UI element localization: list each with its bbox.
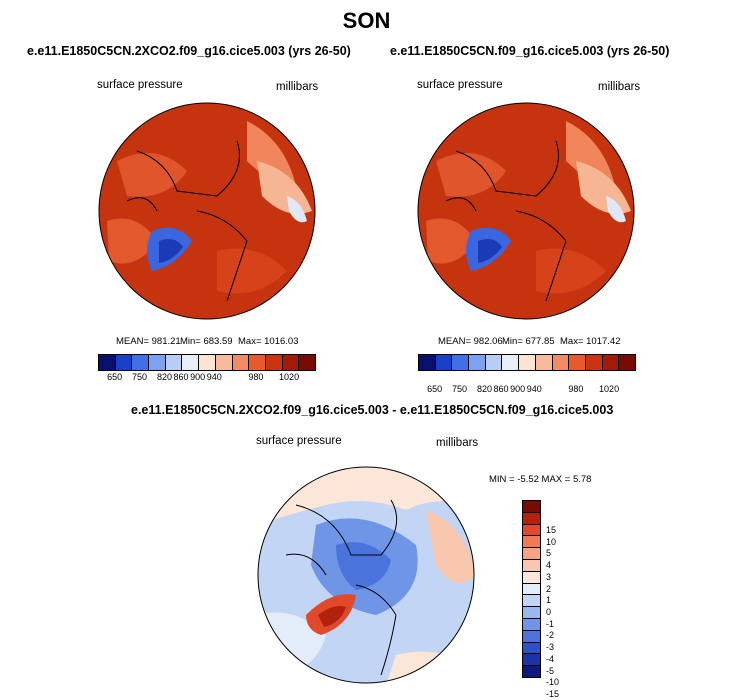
colorbar-swatch: [519, 355, 536, 370]
colorbar-swatch: [523, 666, 540, 677]
colorbar-tick-label: 0: [546, 607, 552, 617]
panel-1-colorbar: [98, 354, 316, 371]
colorbar-tick-label: 15: [546, 524, 557, 535]
colorbar-tick-label: 980: [568, 384, 584, 394]
colorbar-swatch: [619, 355, 635, 370]
colorbar-swatch: [523, 595, 540, 608]
colorbar-tick-label: 820: [156, 372, 172, 382]
colorbar-tick-label: -15: [546, 689, 560, 700]
panel-2-units-label: millibars: [598, 81, 641, 93]
panel-1-units-label: millibars: [276, 81, 319, 93]
colorbar-swatch: [585, 355, 603, 370]
colorbar-tick-label: 1020: [279, 372, 300, 382]
colorbar-swatch: [523, 501, 540, 513]
colorbar-tick-label: -3: [546, 642, 555, 653]
colorbar-swatch: [199, 355, 216, 370]
panel-1-min: Min= 683.59: [180, 336, 233, 347]
colorbar-tick-label: 860: [173, 372, 189, 382]
panel-2-max: Max= 1017.42: [560, 336, 621, 347]
colorbar-swatch: [249, 355, 266, 370]
colorbar-swatch: [132, 355, 150, 370]
colorbar-tick-label: -1: [546, 618, 555, 629]
colorbar-swatch: [299, 355, 315, 370]
colorbar-swatch: [523, 654, 540, 667]
colorbar-swatch: [523, 618, 540, 631]
panel-2-colorbar-ticks: 650 750 820 860 900 940 980 1020: [418, 384, 634, 396]
colorbar-tick-label: 2: [546, 583, 552, 594]
panel-2-case-title: e.e11.E1850C5CN.f09_g16.cice5.003 (yrs 2…: [390, 44, 670, 58]
colorbar-swatch: [523, 536, 540, 549]
panel-1-polar-map: [98, 102, 316, 320]
colorbar-swatch: [182, 355, 200, 370]
panel-1-colorbar-ticks: 650 750 820 860 900 940 980 1020: [98, 372, 314, 384]
colorbar-swatch: [165, 355, 183, 370]
colorbar-tick-label: 820: [476, 384, 492, 394]
page-title: SON: [342, 8, 391, 33]
diff-case-title: e.e11.E1850C5CN.2XCO2.f09_g16.cice5.003 …: [131, 403, 614, 417]
colorbar-swatch: [523, 512, 540, 525]
diff-variable-label: surface pressure: [256, 435, 342, 447]
colorbar-swatch: [265, 355, 283, 370]
colorbar-tick-label: -5: [546, 665, 555, 676]
diff-colorbar: [522, 500, 541, 678]
diff-polar-map: [257, 466, 475, 684]
panel-2-min: Min= 677.85: [502, 336, 555, 347]
colorbar-swatch: [115, 355, 133, 370]
diff-minmax: MIN = -5.52 MAX = 5.78: [489, 474, 592, 485]
colorbar-swatch: [99, 355, 116, 370]
colorbar-swatch: [149, 355, 166, 370]
colorbar-swatch: [523, 583, 540, 596]
colorbar-swatch: [502, 355, 520, 370]
colorbar-tick-label: -4: [546, 653, 555, 664]
colorbar-tick-label: 900: [190, 372, 206, 382]
diff-units-label: millibars: [436, 437, 479, 449]
colorbar-tick-label: -2: [546, 630, 555, 641]
colorbar-tick-label: 980: [248, 372, 264, 382]
colorbar-swatch: [523, 642, 540, 655]
colorbar-swatch: [485, 355, 503, 370]
colorbar-swatch: [232, 355, 250, 370]
colorbar-swatch: [552, 355, 570, 370]
colorbar-tick-label: 10: [546, 536, 557, 547]
colorbar-swatch: [215, 355, 233, 370]
colorbar-tick-label: 4: [546, 560, 552, 571]
colorbar-tick-label: 940: [526, 384, 542, 394]
panel-1-case-title: e.e11.E1850C5CN.2XCO2.f09_g16.cice5.003 …: [27, 44, 351, 58]
colorbar-tick-label: 1: [546, 595, 552, 606]
colorbar-tick-label: 900: [510, 384, 526, 394]
colorbar-swatch: [435, 355, 453, 370]
panel-2-colorbar: [418, 354, 636, 371]
panel-2-mean: MEAN= 982.06: [438, 336, 503, 347]
colorbar-swatch: [535, 355, 553, 370]
colorbar-swatch: [523, 548, 540, 560]
colorbar-tick-label: 5: [546, 548, 552, 559]
colorbar-swatch: [469, 355, 486, 370]
colorbar-swatch: [523, 630, 540, 643]
colorbar-swatch: [523, 607, 540, 619]
colorbar-tick-label: 1020: [599, 384, 620, 394]
panel-2-polar-map: [417, 102, 635, 320]
colorbar-swatch: [523, 571, 540, 584]
colorbar-swatch: [602, 355, 620, 370]
panel-2-variable-label: surface pressure: [417, 79, 503, 91]
panel-1-max: Max= 1016.03: [238, 336, 299, 347]
colorbar-tick-label: 940: [206, 372, 222, 382]
colorbar-tick-label: 860: [493, 384, 509, 394]
colorbar-tick-label: 650: [107, 372, 123, 382]
colorbar-tick-label: 750: [452, 384, 468, 394]
colorbar-swatch: [523, 524, 540, 537]
colorbar-tick-label: 3: [546, 571, 552, 582]
colorbar-tick-label: 750: [132, 372, 148, 382]
colorbar-swatch: [523, 559, 540, 572]
panel-1-mean: MEAN= 981.21: [116, 336, 181, 347]
colorbar-swatch: [452, 355, 470, 370]
colorbar-swatch: [569, 355, 586, 370]
colorbar-swatch: [282, 355, 300, 370]
panel-1-variable-label: surface pressure: [97, 79, 183, 91]
colorbar-swatch: [419, 355, 436, 370]
diff-colorbar-ticks: 15 10 5 4 3 2 1 0 -1 -2 -3 -4 -5 -10 -15: [546, 524, 576, 700]
colorbar-tick-label: -10: [546, 677, 560, 688]
colorbar-tick-label: 650: [427, 384, 443, 394]
